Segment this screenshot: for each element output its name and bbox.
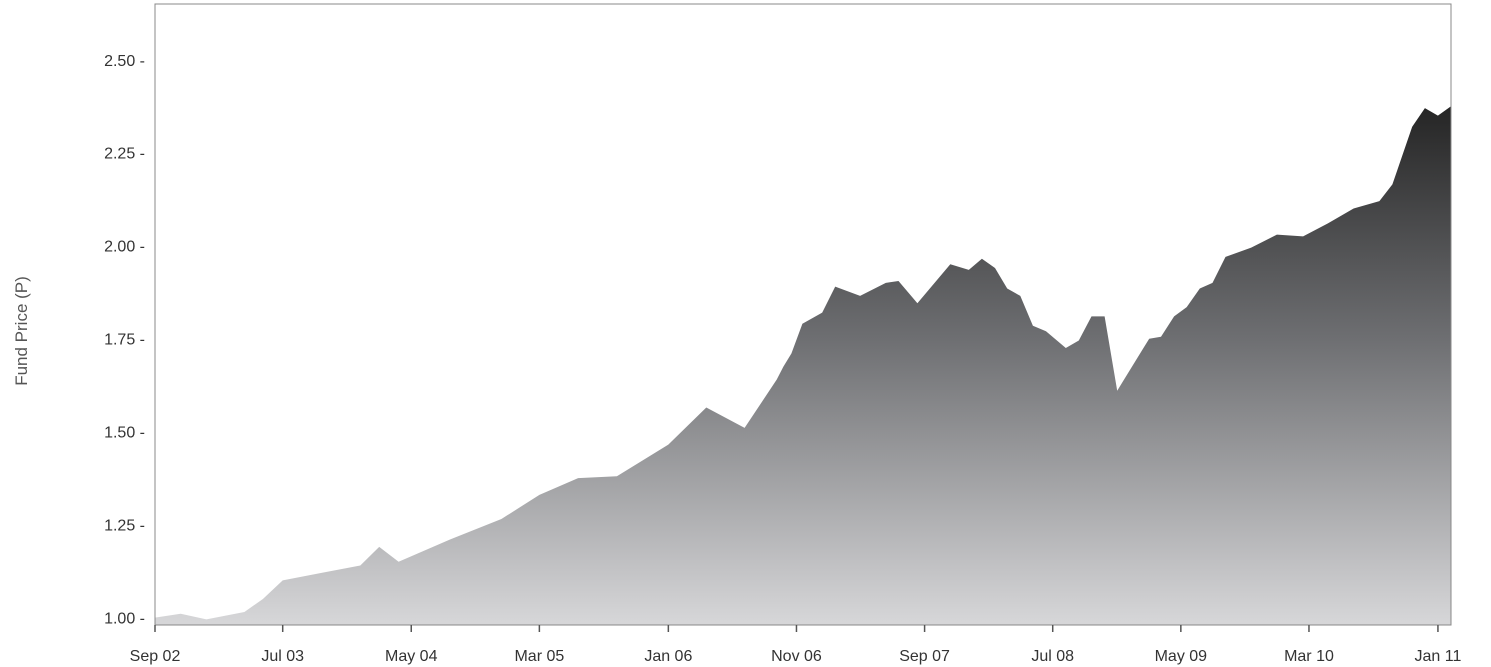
x-tick-label: Jan 11 [1415, 648, 1462, 665]
y-axis: 1.00 - 1.25 - 1.50 - 1.75 - 2.00 - 2.25 - 2.50… [104, 53, 145, 628]
x-tick-label: Jul 08 [1031, 648, 1074, 665]
x-tick-label: Sep 07 [899, 648, 950, 665]
x-tick-label: Sep 02 [130, 648, 181, 665]
y-tick-label: 2.25 - [104, 146, 145, 163]
x-axis: Sep 02 Jul 03 May 04 Mar 05 Jan 06 Nov 06 Sep … [130, 625, 1462, 665]
x-tick-label: May 04 [385, 648, 438, 665]
area-layer [155, 106, 1451, 626]
x-tick-label: Jan 06 [644, 648, 692, 665]
y-tick-label: 1.00 - [104, 611, 145, 628]
y-tick-label: 2.50 - [104, 53, 145, 70]
y-tick-label: 2.00 - [104, 239, 145, 256]
y-tick-label: 1.50 - [104, 425, 145, 442]
plot-frame [154, 3, 1452, 626]
series-area [155, 106, 1451, 626]
y-axis-title: Fund Price (P) [12, 276, 31, 386]
x-tick-label: Nov 06 [771, 648, 822, 665]
y-tick-label: 1.75 - [104, 332, 145, 349]
x-tick-label: Mar 05 [514, 648, 564, 665]
y-tick-label: 1.25 - [104, 518, 145, 535]
x-tick-label: May 09 [1155, 648, 1208, 665]
x-tick-label: Jul 03 [261, 648, 304, 665]
x-tick-label: Mar 10 [1284, 648, 1334, 665]
